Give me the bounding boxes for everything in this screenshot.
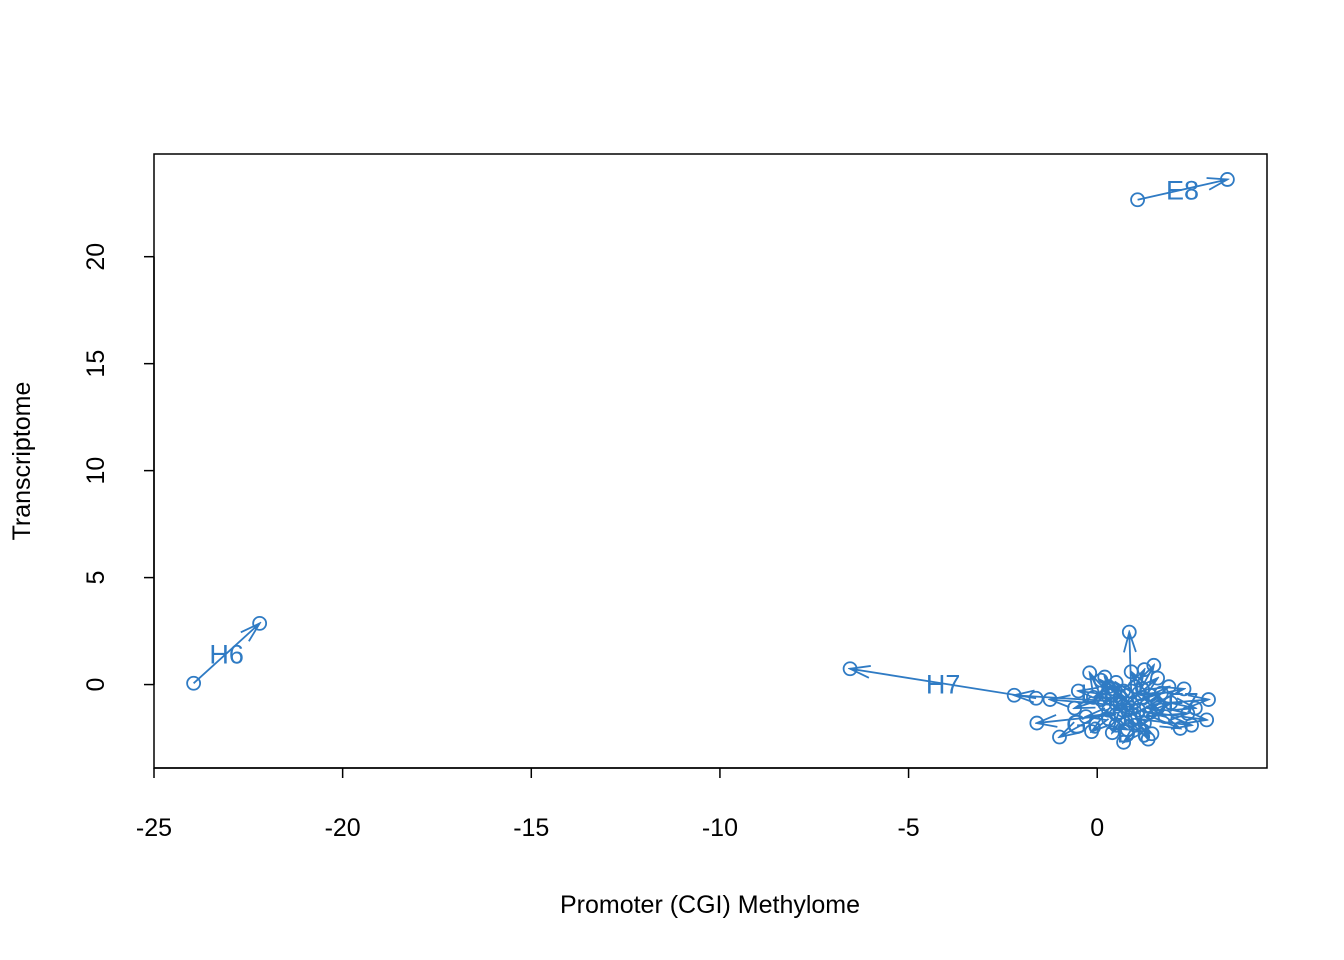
arrow <box>1115 703 1135 725</box>
arrow <box>193 623 260 684</box>
arrow <box>1137 179 1228 201</box>
y-axis: 0 5 10 15 20 <box>82 243 155 692</box>
arrow <box>1116 682 1127 695</box>
y-tick-label: 20 <box>82 243 110 271</box>
x-axis: -25 -20 -15 -10 -5 0 <box>136 767 1104 842</box>
point-label: E8 <box>1166 176 1199 206</box>
y-tick-label: 5 <box>82 571 110 585</box>
x-axis-label: Promoter (CGI) Methylome <box>560 891 860 919</box>
point-start <box>1130 192 1145 208</box>
y-tick-label: 15 <box>82 350 110 378</box>
y-tick-label: 0 <box>82 678 110 692</box>
arrow <box>1158 703 1171 708</box>
x-tick-label: -20 <box>325 814 361 842</box>
x-tick-label: -5 <box>897 814 919 842</box>
plot-frame <box>153 153 1268 769</box>
arrow <box>1150 687 1169 696</box>
y-axis-label: Transcriptome <box>8 382 36 541</box>
arrow <box>850 669 1037 700</box>
point-start <box>1108 696 1124 712</box>
arrow <box>1075 700 1102 709</box>
arrow <box>1093 693 1108 697</box>
x-tick-label: -25 <box>136 814 172 842</box>
x-tick-label: -15 <box>513 814 549 842</box>
point-label: H7 <box>926 669 961 699</box>
arrow <box>1086 712 1120 716</box>
point-start <box>186 675 202 691</box>
y-tick-label: 10 <box>82 457 110 485</box>
point-label: H6 <box>209 639 244 669</box>
x-tick-label: -10 <box>702 814 738 842</box>
x-tick-label: 0 <box>1090 814 1104 842</box>
arrow <box>1135 670 1144 687</box>
